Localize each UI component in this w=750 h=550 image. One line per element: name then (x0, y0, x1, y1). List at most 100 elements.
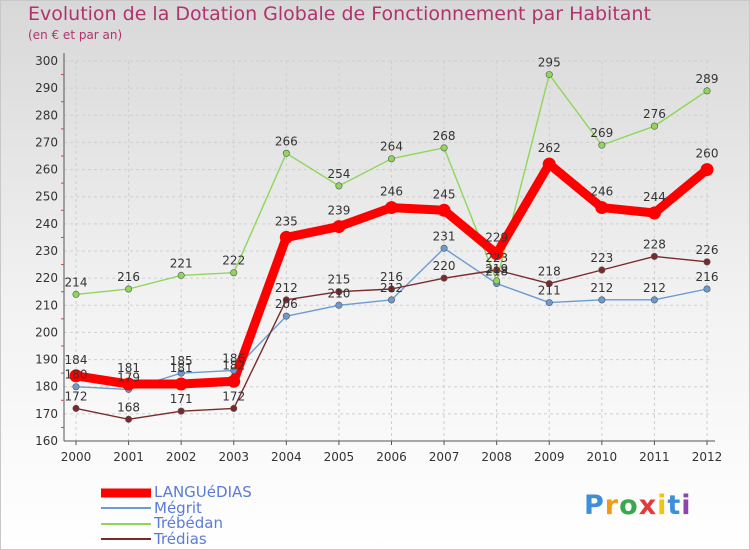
x-tick-label: 2009 (534, 450, 565, 464)
data-point-0-10 (595, 201, 609, 215)
data-point-3-1 (125, 415, 133, 423)
logo-letter: P (584, 490, 605, 521)
data-point-0-4 (279, 230, 293, 244)
y-tick-label: 280 (35, 108, 58, 122)
y-tick-label: 270 (35, 135, 58, 149)
data-point-1-10 (598, 296, 606, 304)
x-tick-label: 2001 (113, 450, 144, 464)
data-point-3-2 (177, 407, 185, 415)
data-label-2-10: 269 (590, 126, 613, 140)
x-tick-label: 2006 (376, 450, 407, 464)
y-tick-label: 210 (35, 298, 58, 312)
data-point-2-4 (282, 149, 290, 157)
x-tick-label: 2004 (271, 450, 302, 464)
data-label-0-10: 246 (590, 185, 613, 199)
x-tick-label: 2002 (166, 450, 197, 464)
data-label-1-9: 211 (538, 284, 561, 298)
data-point-1-7 (440, 244, 448, 252)
legend-swatch-trebedan (101, 522, 151, 525)
data-label-2-8: 219 (485, 262, 508, 276)
x-tick-label: 2010 (587, 450, 618, 464)
data-point-1-4 (282, 312, 290, 320)
y-tick-label: 200 (35, 325, 58, 339)
data-point-1-12 (703, 285, 711, 293)
y-tick-label: 180 (35, 380, 58, 394)
y-tick-label: 260 (35, 163, 58, 177)
x-tick-label: 2012 (692, 450, 723, 464)
data-label-3-0: 172 (65, 389, 88, 403)
x-tick-label: 2005 (324, 450, 355, 464)
data-point-2-0 (72, 290, 80, 298)
y-tick-label: 220 (35, 271, 58, 285)
data-label-1-0: 180 (65, 368, 88, 382)
data-label-3-3: 172 (222, 389, 245, 403)
data-label-0-1: 181 (117, 361, 140, 375)
data-point-0-8 (490, 247, 504, 261)
y-tick-label: 190 (35, 353, 58, 367)
data-label-2-1: 216 (117, 270, 140, 284)
data-label-3-7: 220 (433, 259, 456, 273)
data-label-2-4: 266 (275, 134, 298, 148)
data-label-3-12: 226 (696, 243, 719, 257)
data-label-1-6: 212 (380, 281, 403, 295)
data-label-0-12: 260 (696, 147, 719, 161)
data-label-2-7: 268 (433, 129, 456, 143)
logo-letter: i (681, 490, 692, 521)
data-point-3-0 (72, 404, 80, 412)
x-tick-label: 2000 (61, 450, 92, 464)
data-point-3-7 (440, 274, 448, 282)
data-point-1-2 (177, 369, 185, 377)
data-point-2-12 (703, 87, 711, 95)
data-point-1-9 (545, 299, 553, 307)
data-point-0-7 (437, 203, 451, 217)
data-point-3-5 (335, 288, 343, 296)
data-point-2-6 (387, 155, 395, 163)
data-label-1-2: 185 (170, 354, 193, 368)
series-points (69, 71, 714, 423)
data-point-0-2 (174, 377, 188, 391)
logo-letter: t (667, 490, 682, 521)
data-label-2-11: 276 (643, 107, 666, 121)
data-label-1-12: 216 (696, 270, 719, 284)
data-point-0-12 (700, 163, 714, 177)
y-tick-label: 170 (35, 407, 58, 421)
x-tick-label: 2007 (429, 450, 460, 464)
data-label-3-11: 228 (643, 237, 666, 251)
data-point-1-0 (72, 383, 80, 391)
legend-label-tredias: Trédias (154, 529, 207, 548)
data-label-0-9: 262 (538, 141, 561, 155)
data-point-3-4 (282, 296, 290, 304)
data-label-0-2: 181 (170, 361, 193, 375)
y-tick-label: 230 (35, 244, 58, 258)
data-point-2-5 (335, 182, 343, 190)
data-label-0-0: 184 (65, 353, 88, 367)
data-point-1-6 (387, 296, 395, 304)
data-label-2-6: 264 (380, 140, 403, 154)
data-label-0-4: 235 (275, 214, 298, 228)
logo-letter: o (619, 490, 639, 521)
data-point-0-3 (227, 374, 241, 388)
data-point-0-6 (385, 201, 398, 215)
data-label-3-4: 212 (275, 281, 298, 295)
y-tick-label: 290 (35, 81, 58, 95)
data-label-0-5: 239 (327, 204, 350, 218)
data-label-2-12: 289 (696, 72, 719, 86)
data-label-1-5: 210 (327, 286, 350, 300)
data-label-3-9: 218 (538, 265, 561, 279)
legend-label-megrit: Mégrit (154, 498, 202, 517)
data-label-3-2: 171 (170, 392, 193, 406)
logo-letter: x (638, 490, 658, 521)
data-point-2-2 (177, 271, 185, 279)
legend-swatch-languedias (101, 488, 151, 498)
data-label-0-8: 229 (485, 231, 508, 245)
data-point-2-7 (440, 144, 448, 152)
data-label-1-1: 179 (117, 370, 140, 384)
data-point-0-0 (69, 369, 83, 383)
logo-letter: r (604, 490, 620, 521)
data-label-2-9: 295 (538, 56, 561, 70)
y-tick-label: 300 (35, 54, 58, 68)
data-label-1-3: 186 (222, 351, 245, 365)
y-tick-label: 160 (35, 434, 58, 448)
